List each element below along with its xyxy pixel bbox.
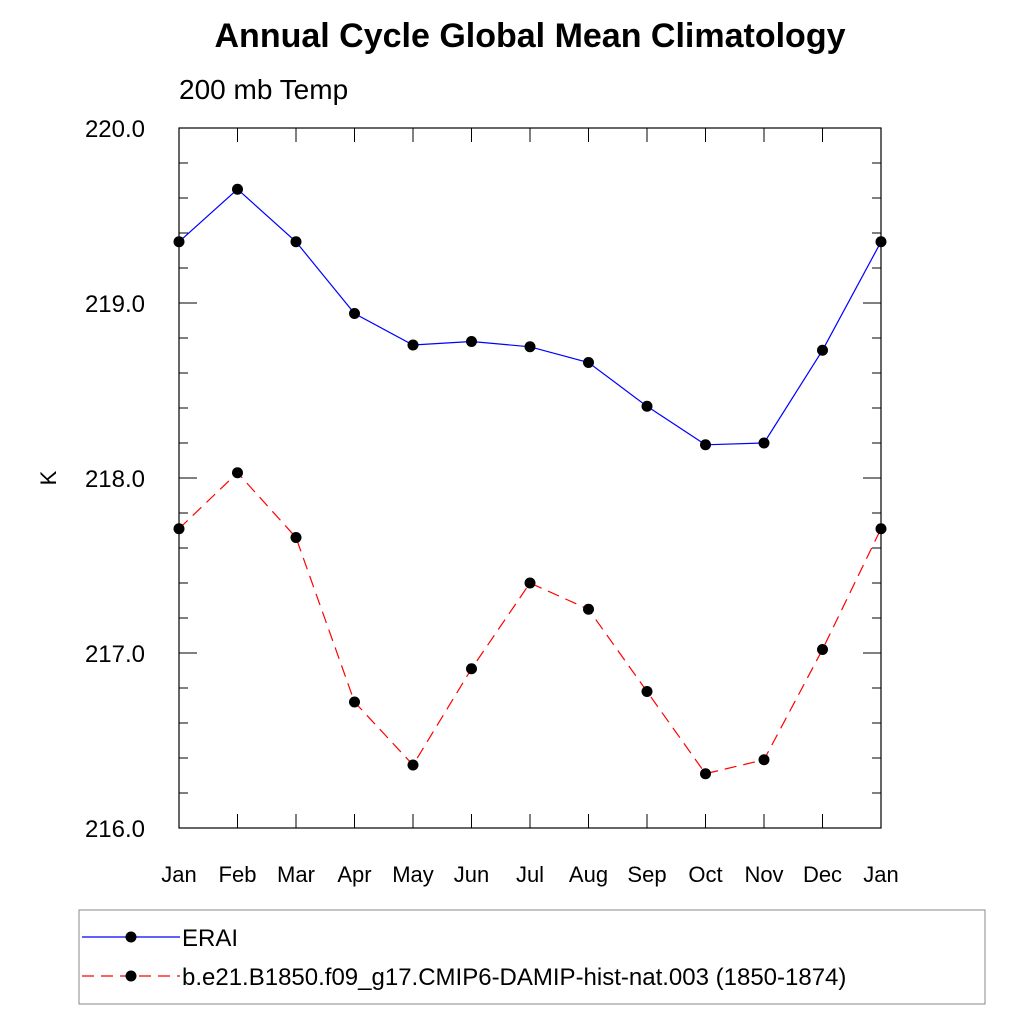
data-point xyxy=(349,696,360,708)
legend-label: b.e21.B1850.f09_g17.CMIP6-DAMIP-hist-nat… xyxy=(182,964,846,991)
data-point xyxy=(641,400,653,412)
x-tick-label: Mar xyxy=(277,862,315,887)
series-line-1 xyxy=(178,471,882,775)
chart-subtitle: 200 mb Temp xyxy=(179,74,348,105)
data-point xyxy=(875,236,887,248)
data-point xyxy=(524,577,536,589)
data-point xyxy=(817,344,828,356)
data-point xyxy=(290,236,302,248)
data-point xyxy=(173,523,185,535)
x-tick-label: Jul xyxy=(516,862,544,887)
data-point xyxy=(407,759,419,771)
x-tick-label: Jan xyxy=(863,862,898,887)
data-point xyxy=(466,663,477,675)
x-tick-label: Jan xyxy=(161,862,196,887)
ticks: Jan Feb Mar Apr May Jun Jul Aug Sep Oct Nov Dec Jan 2… xyxy=(85,116,899,887)
y-tick-label: 220.0 xyxy=(85,116,145,143)
data-point xyxy=(641,686,653,697)
data-point xyxy=(524,341,536,353)
x-tick-label: Oct xyxy=(688,862,722,887)
x-tick-label: May xyxy=(392,862,434,887)
data-point xyxy=(466,336,477,347)
y-axis-label: K xyxy=(36,470,61,485)
x-tick-label: Aug xyxy=(569,862,608,887)
data-point xyxy=(817,644,828,655)
legend-marker xyxy=(125,931,137,943)
x-tick-label: Dec xyxy=(803,862,842,887)
x-tick-label: Sep xyxy=(627,862,666,887)
y-tick-label: 217.0 xyxy=(85,641,145,668)
y-tick-label: 216.0 xyxy=(85,816,145,843)
y-tick-label: 219.0 xyxy=(85,291,145,318)
x-tick-label: Feb xyxy=(219,862,257,887)
data-point xyxy=(758,437,770,449)
x-tick-label: Nov xyxy=(744,862,783,887)
legend: ERAI b.e21.B1850.f09_g17.CMIP6-DAMIP-hist… xyxy=(82,925,846,991)
data-point xyxy=(232,467,243,479)
x-tick-label: Apr xyxy=(337,862,371,887)
series-line-0 xyxy=(178,188,882,446)
data-point xyxy=(173,236,185,248)
plot-frame xyxy=(178,127,882,829)
y-tick-label: 218.0 xyxy=(85,466,145,493)
data-point xyxy=(700,768,711,780)
data-point xyxy=(700,439,711,451)
data-point xyxy=(407,339,419,351)
legend-marker xyxy=(125,970,137,982)
legend-label: ERAI xyxy=(182,925,238,952)
x-tick-label: Jun xyxy=(454,862,489,887)
data-point xyxy=(290,532,302,543)
data-point xyxy=(583,603,594,615)
data-point xyxy=(232,183,243,195)
series xyxy=(173,183,887,780)
data-point xyxy=(758,754,770,766)
data-point xyxy=(349,308,360,319)
chart-title: Annual Cycle Global Mean Climatology xyxy=(215,17,846,55)
legend-box xyxy=(78,909,986,1005)
data-point xyxy=(583,357,594,368)
data-point xyxy=(875,523,887,535)
